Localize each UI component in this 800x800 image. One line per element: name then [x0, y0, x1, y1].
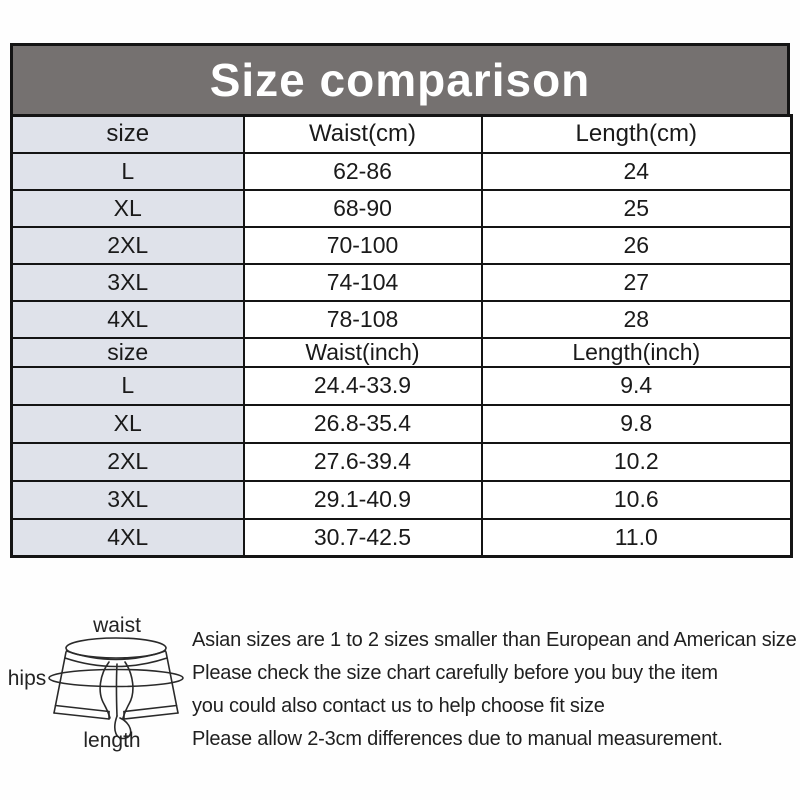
boxer-shorts-icon: waist hips length: [8, 614, 184, 752]
waist-cell: 70-100: [242, 225, 483, 265]
header-waist-cm: Waist(cm): [242, 114, 483, 154]
size-cell: L: [10, 151, 245, 191]
table-row: L 24.4-33.9 9.4: [10, 365, 793, 406]
size-cell: XL: [10, 403, 245, 444]
waist-cell: 74-104: [242, 262, 483, 302]
title-banner: Size comparison: [10, 43, 790, 117]
note-line: Please check the size chart carefully be…: [192, 662, 718, 684]
note-line: you could also contact us to help choose…: [192, 695, 605, 717]
waist-cell: 27.6-39.4: [242, 441, 483, 482]
length-cell: 10.2: [480, 441, 793, 482]
table-row: 4XL 78-108 28: [10, 299, 793, 339]
table-row: 4XL 30.7-42.5 11.0: [10, 517, 793, 558]
table-row: XL 68-90 25: [10, 188, 793, 228]
size-notes: Asian sizes are 1 to 2 sizes smaller tha…: [192, 624, 797, 756]
length-cell: 27: [480, 262, 793, 302]
header-length-cm: Length(cm): [480, 114, 793, 154]
header-length-inch: Length(inch): [480, 336, 793, 368]
size-cell: 2XL: [10, 225, 245, 265]
waist-cell: 30.7-42.5: [242, 517, 483, 558]
waist-cell: 24.4-33.9: [242, 365, 483, 406]
size-cell: 4XL: [10, 299, 245, 339]
length-cell: 25: [480, 188, 793, 228]
size-cell: 3XL: [10, 262, 245, 302]
length-cell: 24: [480, 151, 793, 191]
waist-label: waist: [92, 614, 141, 637]
size-cell: 4XL: [10, 517, 245, 558]
size-cell: XL: [10, 188, 245, 228]
waist-cell: 62-86: [242, 151, 483, 191]
waist-cell: 78-108: [242, 299, 483, 339]
length-cell: 9.8: [480, 403, 793, 444]
table-row: 2XL 70-100 26: [10, 225, 793, 265]
header-size: size: [10, 336, 245, 368]
waist-cell: 26.8-35.4: [242, 403, 483, 444]
length-label: length: [83, 729, 140, 752]
table-header-inch: size Waist(inch) Length(inch): [10, 336, 793, 368]
length-cell: 9.4: [480, 365, 793, 406]
page-title: Size comparison: [209, 54, 591, 106]
header-size: size: [10, 114, 245, 154]
table-header-cm: size Waist(cm) Length(cm): [10, 114, 793, 154]
table-row: 3XL 74-104 27: [10, 262, 793, 302]
note-line: Asian sizes are 1 to 2 sizes smaller tha…: [192, 629, 797, 651]
hips-label: hips: [8, 667, 47, 690]
table-row: XL 26.8-35.4 9.8: [10, 403, 793, 444]
waist-cell: 29.1-40.9: [242, 479, 483, 520]
size-chart: Size comparison size Waist(cm) Length(cm…: [10, 43, 793, 558]
size-cell: L: [10, 365, 245, 406]
table-row: 2XL 27.6-39.4 10.2: [10, 441, 793, 482]
length-cell: 26: [480, 225, 793, 265]
waist-cell: 68-90: [242, 188, 483, 228]
length-cell: 28: [480, 299, 793, 339]
length-cell: 11.0: [480, 517, 793, 558]
table-row: 3XL 29.1-40.9 10.6: [10, 479, 793, 520]
note-line: Please allow 2-3cm differences due to ma…: [192, 728, 723, 750]
header-waist-inch: Waist(inch): [242, 336, 483, 368]
size-cell: 2XL: [10, 441, 245, 482]
measurement-diagram: waist hips length: [0, 612, 196, 782]
size-cell: 3XL: [10, 479, 245, 520]
table-row: L 62-86 24: [10, 151, 793, 191]
length-cell: 10.6: [480, 479, 793, 520]
size-table: size Waist(cm) Length(cm) L 62-86 24 XL …: [10, 114, 793, 558]
